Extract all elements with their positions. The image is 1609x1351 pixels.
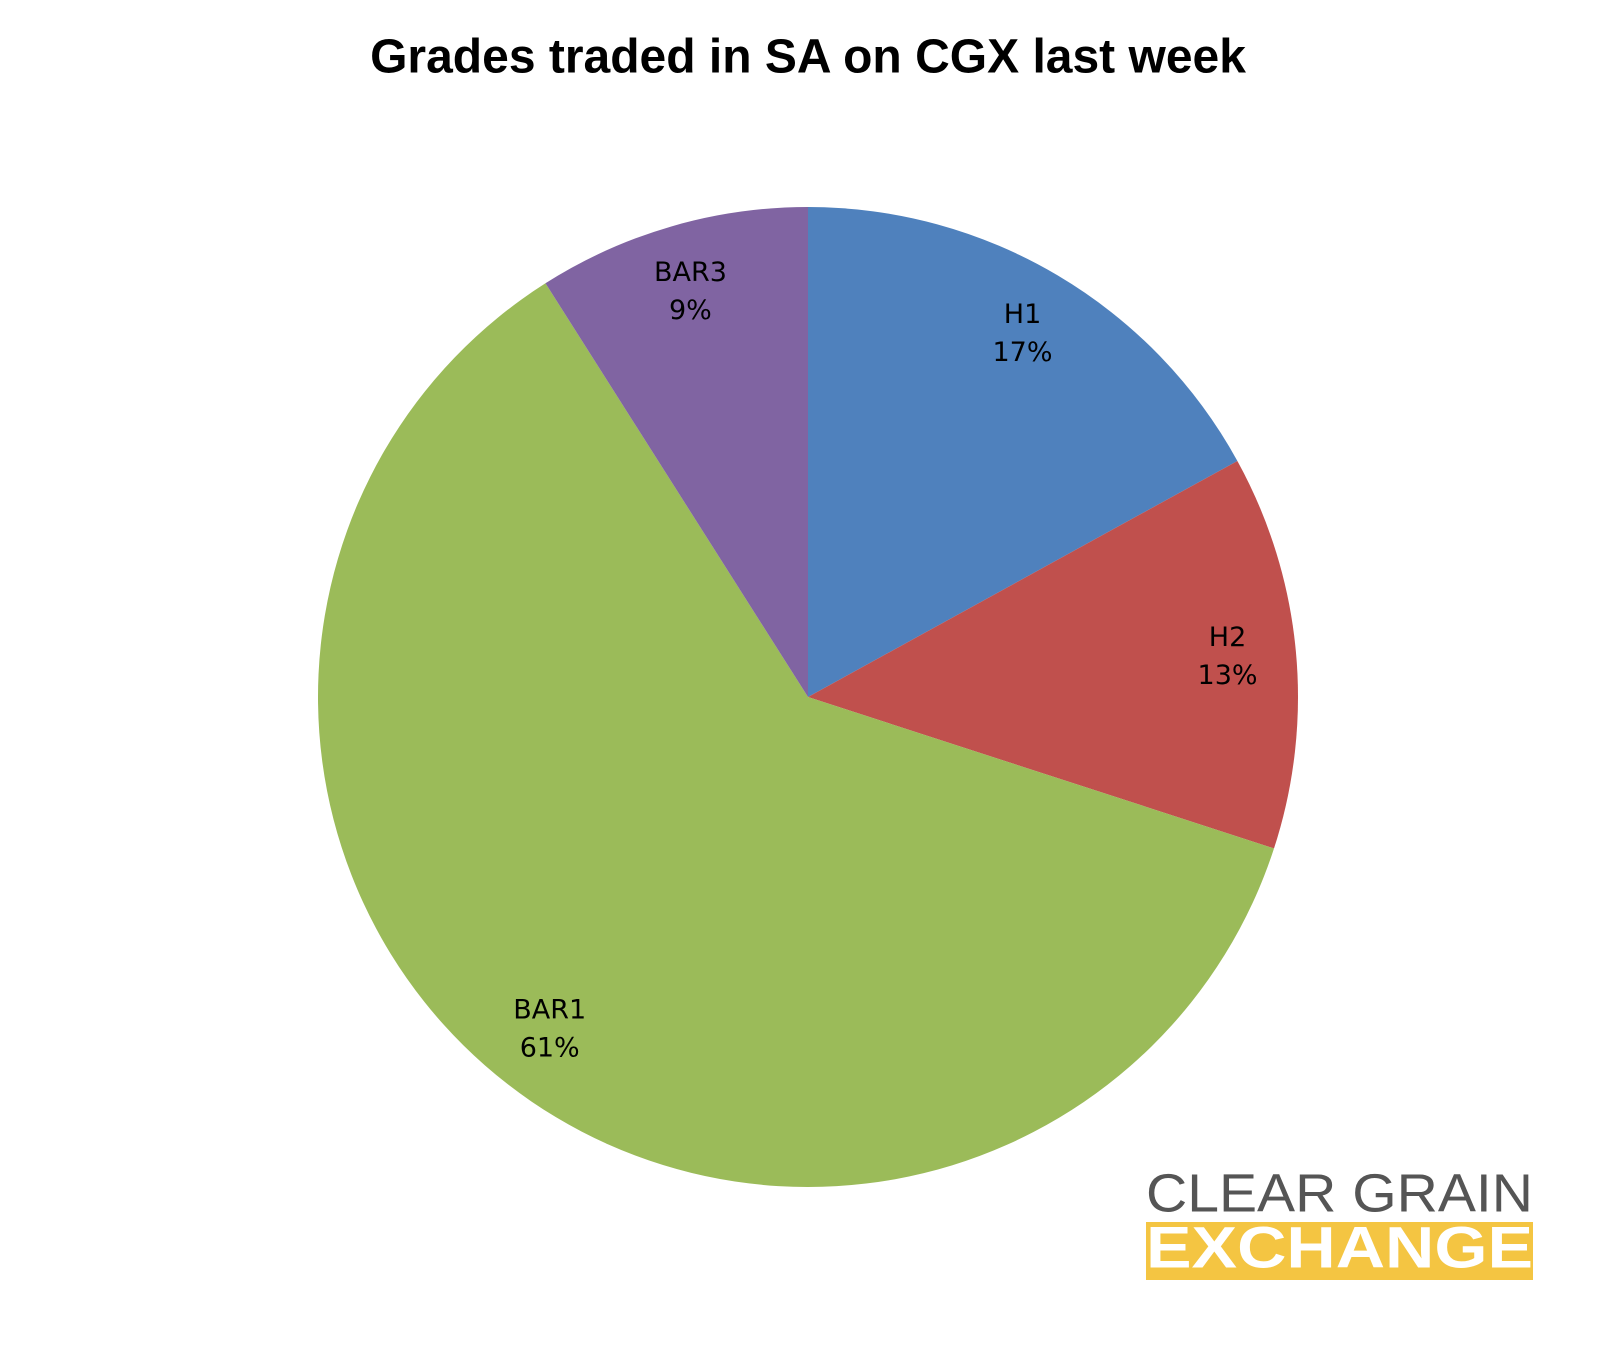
pie-slice xyxy=(317,283,1275,1188)
pie-slice xyxy=(808,207,1238,697)
logo: CLEAR GRAIN EXCHANGE xyxy=(1146,1163,1533,1280)
value-label: 13% xyxy=(1198,660,1258,691)
slice-label: BAR3 xyxy=(654,257,727,288)
slice-label: H1 xyxy=(1004,299,1041,330)
value-label: 61% xyxy=(520,1032,580,1063)
logo-line2: EXCHANGE xyxy=(1146,1215,1533,1280)
pie-slice xyxy=(808,460,1298,849)
pie-slice xyxy=(545,207,808,697)
value-label: 9% xyxy=(669,295,712,326)
slice-label: BAR1 xyxy=(513,994,586,1025)
logo-band xyxy=(1146,1222,1533,1280)
chart-title: Grades traded in SA on CGX last week xyxy=(370,31,1246,84)
value-label: 17% xyxy=(993,337,1053,368)
slice-label: H2 xyxy=(1209,622,1246,653)
logo-line1: CLEAR GRAIN xyxy=(1146,1163,1533,1223)
